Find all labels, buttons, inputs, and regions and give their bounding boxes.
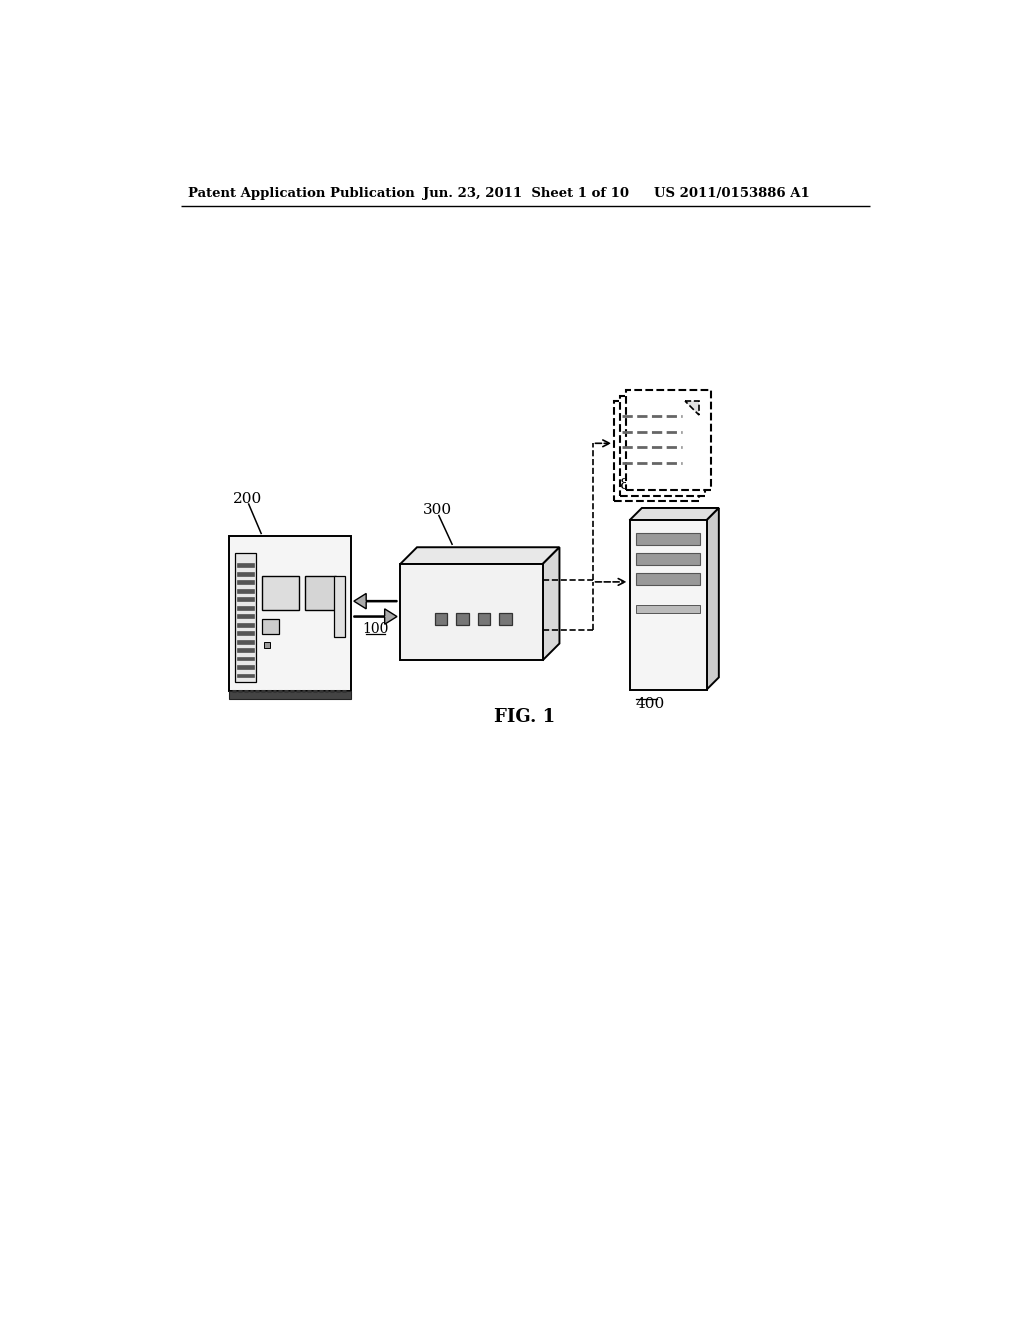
Bar bbox=[237, 640, 254, 644]
Bar bbox=[237, 564, 254, 568]
Bar bbox=[262, 576, 299, 610]
Polygon shape bbox=[543, 548, 559, 660]
Bar bbox=[457, 612, 469, 626]
Bar bbox=[237, 665, 254, 669]
Bar bbox=[264, 642, 270, 648]
Text: 400: 400 bbox=[636, 697, 665, 711]
Bar bbox=[630, 520, 707, 689]
Bar bbox=[435, 612, 447, 626]
Bar bbox=[237, 589, 254, 593]
Bar bbox=[614, 401, 698, 502]
FancyArrow shape bbox=[354, 609, 397, 624]
Bar bbox=[237, 648, 254, 652]
Text: 800: 800 bbox=[621, 478, 649, 492]
FancyArrow shape bbox=[354, 594, 397, 609]
Bar bbox=[237, 631, 254, 635]
Bar bbox=[636, 553, 700, 565]
Bar bbox=[237, 623, 254, 627]
Text: Patent Application Publication: Patent Application Publication bbox=[188, 186, 415, 199]
Text: US 2011/0153886 A1: US 2011/0153886 A1 bbox=[654, 186, 810, 199]
Text: FIG. 1: FIG. 1 bbox=[495, 708, 555, 726]
Bar bbox=[621, 396, 705, 496]
Bar bbox=[636, 532, 700, 545]
Bar bbox=[237, 656, 254, 660]
Text: 300: 300 bbox=[423, 503, 453, 517]
Bar bbox=[237, 581, 254, 585]
Bar bbox=[478, 612, 490, 626]
Polygon shape bbox=[685, 401, 698, 414]
Bar bbox=[237, 572, 254, 576]
Bar bbox=[237, 597, 254, 601]
Bar bbox=[636, 573, 700, 585]
Text: 200: 200 bbox=[233, 492, 262, 506]
Bar bbox=[237, 606, 254, 610]
Polygon shape bbox=[630, 508, 719, 520]
Bar bbox=[234, 553, 256, 682]
Text: 100: 100 bbox=[362, 622, 388, 636]
Polygon shape bbox=[707, 508, 719, 689]
Bar bbox=[334, 576, 345, 638]
Bar bbox=[305, 576, 336, 610]
Bar bbox=[262, 619, 280, 635]
Bar bbox=[237, 614, 254, 618]
Text: Jun. 23, 2011  Sheet 1 of 10: Jun. 23, 2011 Sheet 1 of 10 bbox=[423, 186, 629, 199]
Bar bbox=[636, 605, 700, 612]
Bar bbox=[229, 692, 351, 700]
Bar bbox=[500, 612, 512, 626]
Bar bbox=[237, 673, 254, 677]
Bar bbox=[627, 391, 711, 490]
Bar bbox=[229, 536, 351, 692]
Polygon shape bbox=[400, 548, 559, 564]
Bar bbox=[400, 564, 543, 660]
